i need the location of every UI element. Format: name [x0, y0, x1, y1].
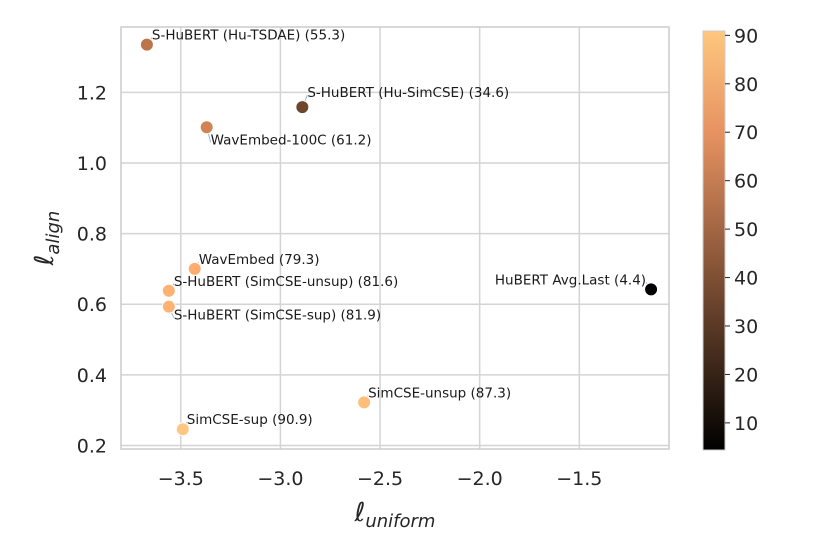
- colorbar-ticks: 10 20 30 40 50 60 70 80 90: [725, 25, 758, 435]
- data-point: [199, 120, 214, 135]
- x-tick-label: −3.0: [257, 468, 303, 490]
- data-point: [175, 422, 190, 437]
- x-axis-ticks: −3.5 −3.0 −2.5 −2.0 −1.5: [158, 468, 603, 490]
- data-point: [161, 299, 176, 314]
- y-tick-label: 0.2: [77, 435, 107, 457]
- y-tick-label: 0.4: [77, 365, 107, 387]
- colorbar-tick-label: 40: [734, 268, 758, 290]
- point-label: SimCSE-sup (90.9): [187, 412, 313, 428]
- point-label: S-HuBERT (Hu-SimCSE) (34.6): [307, 85, 509, 101]
- data-point: [139, 37, 154, 52]
- colorbar-gradient: [702, 30, 726, 451]
- colorbar-tick-label: 80: [734, 74, 758, 96]
- x-axis-label: ℓuniform: [354, 498, 436, 532]
- y-tick-label: 1.2: [77, 82, 107, 104]
- point-label: WavEmbed (79.3): [199, 252, 320, 268]
- x-tick-label: −1.5: [556, 468, 602, 490]
- point-label: S-HuBERT (SimCSE-unsup) (81.6): [174, 274, 398, 290]
- grid: [121, 27, 669, 449]
- y-axis-ticks: 0.2 0.4 0.6 0.8 1.0 1.2: [77, 82, 107, 457]
- colorbar: 10 20 30 40 50 60 70 80 90: [702, 25, 758, 451]
- colorbar-tick-label: 60: [734, 171, 758, 193]
- y-tick-label: 0.6: [77, 294, 107, 316]
- point-label: S-HuBERT (SimCSE-sup) (81.9): [174, 308, 381, 324]
- x-tick-label: −2.5: [357, 468, 403, 490]
- y-tick-label: 1.0: [77, 153, 107, 175]
- data-point: [161, 283, 176, 298]
- colorbar-tick-label: 20: [734, 364, 758, 386]
- y-tick-label: 0.8: [77, 224, 107, 246]
- point-label: HuBERT Avg.Last (4.4): [495, 272, 646, 288]
- colorbar-tick-label: 30: [734, 316, 758, 338]
- colorbar-tick-label: 70: [734, 122, 758, 144]
- point-label: WavEmbed-100C (61.2): [211, 132, 372, 148]
- colorbar-tick-label: 10: [734, 413, 758, 435]
- x-tick-label: −3.5: [158, 468, 204, 490]
- data-point: [187, 261, 202, 276]
- colorbar-tick-label: 90: [734, 25, 758, 47]
- colorbar-tick-label: 50: [734, 219, 758, 241]
- point-label: SimCSE-unsup (87.3): [368, 385, 511, 401]
- annotations: S-HuBERT (Hu-TSDAE) (55.3) S-HuBERT (Hu-S…: [146, 28, 652, 430]
- points: [139, 37, 659, 437]
- x-tick-label: −2.0: [457, 468, 503, 490]
- data-point: [357, 395, 372, 410]
- point-label: S-HuBERT (Hu-TSDAE) (55.3): [152, 28, 345, 44]
- plot-area: [120, 26, 670, 450]
- y-axis-label: ℓalign: [30, 211, 64, 267]
- data-point: [295, 100, 310, 115]
- data-point: [644, 282, 659, 297]
